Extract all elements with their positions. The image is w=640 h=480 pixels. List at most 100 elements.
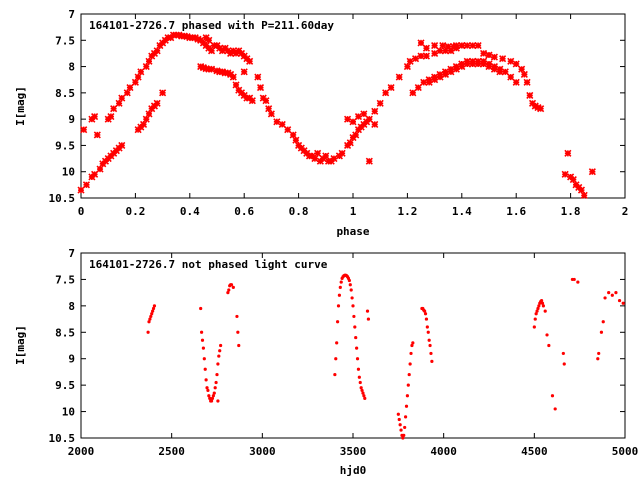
data-point (550, 394, 555, 398)
data-point (485, 63, 493, 71)
data-point (458, 41, 466, 50)
data-point (256, 84, 265, 92)
x-tick-label: 1.8 (561, 205, 581, 218)
y-tick-label: 9.5 (55, 379, 75, 392)
data-point (197, 63, 205, 71)
data-point (199, 330, 204, 334)
data-point (337, 293, 341, 297)
data-point (405, 394, 409, 398)
data-point (401, 436, 405, 440)
data-point (149, 314, 153, 319)
data-point (292, 136, 300, 144)
data-point (278, 120, 286, 128)
data-point (512, 60, 520, 68)
y-tick-label: 8 (68, 300, 75, 313)
data-point (429, 351, 433, 356)
y-axis-label: I[mag] (14, 86, 27, 126)
data-point (479, 60, 488, 68)
y-axis-label: I[mag] (14, 325, 27, 365)
data-point (614, 291, 618, 295)
data-point (403, 415, 408, 419)
data-point (410, 343, 414, 348)
data-point (265, 105, 273, 113)
data-point (153, 47, 161, 55)
data-point (621, 301, 625, 305)
data-point (289, 131, 297, 139)
data-point (349, 118, 357, 126)
data-point (262, 97, 270, 105)
data-point (351, 304, 355, 308)
x-tick-label: 2 (622, 205, 629, 218)
axis-ticks: 0 0.2 0.4 0.6 0.8 1 1.2 1.4 1.6 1.8 2 7 7.5 8 8.5 9 9.5 1… (49, 8, 629, 218)
data-point (518, 65, 526, 73)
data-point (535, 309, 539, 313)
x-tick-label: 2000 (68, 445, 95, 458)
data-point (311, 155, 319, 163)
data-point (213, 386, 217, 390)
data-point (402, 433, 406, 437)
data-point (447, 47, 455, 55)
axis-ticks: 2000 2500 3000 3500 4000 4500 5000 7 7.5 8 8.5 9 9.5… (49, 247, 639, 458)
x-tick-label: 3500 (340, 445, 367, 458)
data-point (422, 52, 431, 60)
data-point (540, 301, 545, 305)
data-point (534, 312, 538, 316)
data-point (201, 346, 205, 350)
data-point (423, 309, 427, 313)
data-point (118, 94, 126, 102)
data-point (191, 34, 199, 42)
data-point (213, 67, 221, 75)
data-point (353, 325, 357, 329)
data-point (159, 89, 167, 97)
data-point (425, 78, 433, 86)
data-point (151, 306, 156, 311)
data-point (588, 168, 596, 176)
data-point (205, 36, 213, 44)
data-point (596, 357, 600, 361)
x-tick-label: 1.6 (506, 205, 526, 218)
data-point (450, 43, 458, 51)
data-point (469, 60, 477, 68)
data-point (439, 41, 447, 50)
data-point (409, 89, 417, 97)
data-point (359, 386, 363, 390)
data-point (284, 126, 292, 134)
data-point (417, 39, 425, 47)
data-point (350, 296, 354, 300)
data-point (131, 78, 139, 86)
data-point (227, 288, 231, 292)
data-point (409, 351, 413, 356)
x-tick-label: 0.6 (234, 205, 254, 218)
y-tick-label: 10 (62, 406, 75, 419)
y-tick-label: 8 (68, 61, 75, 74)
data-point (211, 394, 215, 398)
data-point (599, 330, 604, 334)
data-point (398, 423, 402, 427)
data-point (452, 65, 460, 73)
data-point (403, 63, 411, 71)
data-point (404, 404, 409, 408)
data-point (617, 298, 622, 303)
x-tick-label: 0.8 (289, 205, 309, 218)
plot-title: 164101-2726.7 phased with P=211.60day (89, 19, 334, 32)
data-point (145, 110, 153, 118)
data-point (207, 65, 216, 73)
data-point (463, 41, 471, 50)
data-point (365, 309, 370, 313)
data-point (474, 41, 482, 50)
data-point (209, 399, 214, 403)
data-point (436, 47, 444, 55)
data-point (414, 84, 422, 92)
data-point (541, 304, 546, 308)
data-point (426, 330, 430, 334)
data-point (479, 49, 488, 57)
data-point (603, 296, 607, 300)
data-point (232, 81, 240, 89)
data-point (531, 102, 539, 110)
data-point (431, 49, 439, 57)
data-point (137, 68, 145, 76)
data-point (425, 325, 429, 329)
data-point (231, 285, 235, 289)
data-point (226, 291, 230, 295)
x-tick-label: 2500 (158, 445, 185, 458)
